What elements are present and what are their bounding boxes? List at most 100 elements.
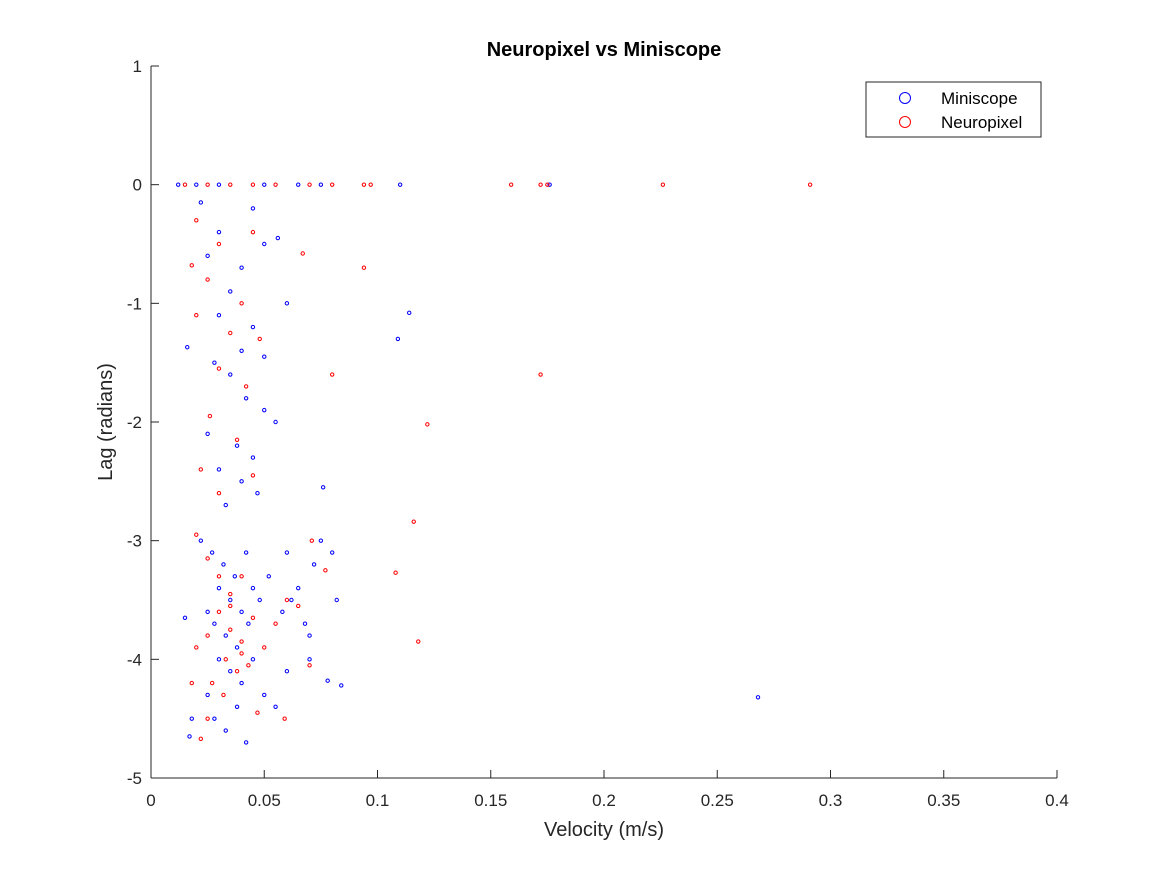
data-point-miniscope bbox=[216, 467, 222, 472]
data-point-neuropixel bbox=[228, 591, 233, 597]
data-point-neuropixel bbox=[307, 663, 312, 668]
data-point-miniscope bbox=[212, 621, 217, 626]
data-point-neuropixel bbox=[538, 182, 543, 187]
data-point-neuropixel bbox=[243, 384, 249, 389]
data-point-neuropixel bbox=[221, 692, 226, 698]
data-point-neuropixel bbox=[273, 621, 278, 626]
data-point-miniscope bbox=[250, 455, 256, 460]
data-point-miniscope bbox=[395, 336, 401, 342]
x-tick-label: 0.4 bbox=[1045, 791, 1069, 810]
data-point-miniscope bbox=[246, 621, 251, 626]
data-point-neuropixel bbox=[255, 710, 260, 715]
y-tick-label: -1 bbox=[127, 294, 142, 313]
data-point-miniscope bbox=[250, 585, 256, 591]
data-point-neuropixel bbox=[361, 265, 367, 270]
x-ticks: 0 0.05 0.1 0.15 0.2 0.25 0.3 0.35 0.4 bbox=[146, 770, 1069, 810]
data-point-miniscope bbox=[755, 695, 761, 700]
x-tick-label: 0.3 bbox=[819, 791, 843, 810]
data-point-miniscope bbox=[262, 182, 267, 187]
data-point-neuropixel bbox=[205, 182, 210, 187]
data-point-miniscope bbox=[228, 289, 233, 294]
data-point-neuropixel bbox=[228, 330, 233, 336]
data-point-miniscope bbox=[239, 680, 244, 686]
data-point-miniscope bbox=[273, 419, 278, 425]
data-point-neuropixel bbox=[273, 182, 278, 187]
data-point-miniscope bbox=[216, 182, 222, 187]
data-points bbox=[175, 182, 813, 745]
x-axis-label: Velocity (m/s) bbox=[544, 819, 664, 841]
data-point-miniscope bbox=[223, 633, 228, 638]
data-point-neuropixel bbox=[189, 263, 194, 268]
data-point-neuropixel bbox=[239, 301, 244, 306]
data-point-miniscope bbox=[307, 633, 312, 638]
data-point-miniscope bbox=[234, 443, 240, 448]
data-point-miniscope bbox=[243, 740, 249, 745]
data-point-miniscope bbox=[407, 310, 412, 316]
data-point-miniscope bbox=[198, 200, 204, 205]
data-point-miniscope bbox=[228, 597, 233, 603]
data-point-neuropixel bbox=[284, 597, 290, 603]
legend-marker-miniscope bbox=[899, 92, 911, 104]
data-point-miniscope bbox=[397, 182, 403, 187]
y-tick-label: -3 bbox=[127, 532, 142, 551]
data-point-miniscope bbox=[205, 609, 210, 615]
y-tick-label: -4 bbox=[127, 650, 142, 669]
data-point-miniscope bbox=[205, 431, 210, 437]
data-point-miniscope bbox=[273, 704, 278, 709]
data-point-miniscope bbox=[205, 253, 210, 259]
data-point-neuropixel bbox=[234, 437, 240, 442]
data-point-neuropixel bbox=[425, 422, 430, 427]
data-point-neuropixel bbox=[323, 568, 328, 573]
data-point-miniscope bbox=[325, 678, 330, 683]
y-axis-label: Lag (radians) bbox=[95, 363, 117, 481]
data-point-miniscope bbox=[296, 585, 301, 591]
x-tick-label: 0.35 bbox=[927, 791, 960, 810]
data-point-miniscope bbox=[307, 657, 312, 662]
legend-label-neuropixel: Neuropixel bbox=[941, 113, 1022, 132]
data-point-miniscope bbox=[296, 182, 301, 187]
data-point-miniscope bbox=[239, 265, 244, 270]
data-point-neuropixel bbox=[194, 313, 199, 318]
data-point-neuropixel bbox=[250, 229, 256, 235]
data-point-neuropixel bbox=[207, 413, 213, 419]
data-point-neuropixel bbox=[228, 627, 233, 632]
data-point-miniscope bbox=[216, 313, 222, 318]
data-point-neuropixel bbox=[194, 645, 199, 650]
data-point-neuropixel bbox=[411, 519, 416, 524]
legend: Miniscope Neuropixel bbox=[865, 81, 1042, 138]
data-point-neuropixel bbox=[205, 633, 210, 638]
data-point-miniscope bbox=[289, 597, 294, 603]
data-point-neuropixel bbox=[205, 277, 210, 282]
data-point-miniscope bbox=[221, 562, 226, 567]
data-point-miniscope bbox=[266, 574, 271, 579]
x-tick-label: 0.15 bbox=[474, 791, 507, 810]
legend-box bbox=[865, 81, 1042, 138]
data-point-miniscope bbox=[243, 550, 249, 555]
data-point-neuropixel bbox=[307, 182, 312, 187]
data-point-miniscope bbox=[187, 734, 192, 739]
data-point-miniscope bbox=[339, 683, 344, 688]
x-tick-label: 0.1 bbox=[366, 791, 390, 810]
data-point-miniscope bbox=[216, 585, 222, 591]
y-tick-label: 1 bbox=[133, 57, 142, 76]
data-point-miniscope bbox=[318, 182, 324, 187]
data-point-neuropixel bbox=[228, 603, 233, 609]
data-point-neuropixel bbox=[309, 538, 315, 543]
data-point-miniscope bbox=[189, 716, 194, 721]
data-point-miniscope bbox=[223, 502, 228, 508]
data-point-miniscope bbox=[216, 229, 222, 235]
data-point-miniscope bbox=[255, 491, 260, 496]
data-point-miniscope bbox=[280, 609, 285, 615]
x-tick-label: 0.05 bbox=[248, 791, 281, 810]
data-point-miniscope bbox=[175, 182, 181, 187]
data-point-neuropixel bbox=[198, 736, 204, 742]
data-point-miniscope bbox=[205, 692, 210, 698]
data-point-neuropixel bbox=[216, 609, 222, 615]
data-point-neuropixel bbox=[330, 372, 335, 377]
data-point-miniscope bbox=[228, 372, 233, 377]
data-point-miniscope bbox=[250, 206, 256, 211]
data-point-neuropixel bbox=[239, 639, 244, 644]
data-point-miniscope bbox=[212, 716, 217, 721]
data-point-neuropixel bbox=[216, 574, 222, 579]
